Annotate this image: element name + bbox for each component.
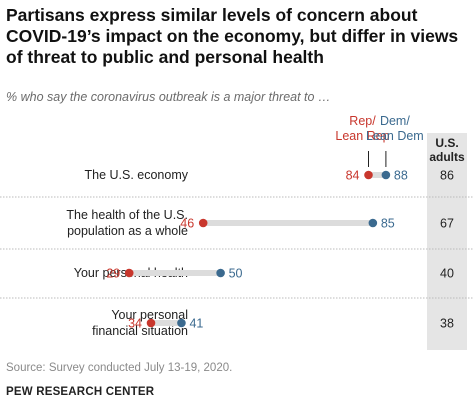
rep-dot [198,218,208,228]
category-label: financial situation [92,324,188,338]
organization-name: PEW RESEARCH CENTER [6,386,155,398]
legend-dem-label: Dem/ [380,114,410,128]
dem-value-label: 50 [229,267,243,281]
rep-dot [146,318,156,328]
dem-dot [368,218,378,228]
dem-dot [177,318,186,328]
category-label: The U.S. economy [84,168,188,182]
dem-value-label: 41 [189,317,203,331]
rep-dot [124,268,134,278]
rep-value-label: 29 [106,267,120,281]
us-adults-header: U.S. [435,136,458,150]
legend-dem-label: Lean Dem [366,129,424,143]
rep-value-label: 46 [180,217,194,231]
us-adults-column [427,133,467,350]
us-adults-header: adults [429,150,465,164]
us-adults-value: 86 [440,169,454,183]
rep-dot [364,170,373,180]
legend-rep-label: Lean Rep [335,129,389,143]
legend-rep-label: Rep/ [349,114,376,128]
dem-value-label: 88 [394,169,408,183]
dem-value-label: 85 [381,217,395,231]
category-label: The health of the U.S. [66,208,188,222]
source-note: Source: Survey conducted July 13-19, 202… [6,362,233,374]
us-adults-value: 40 [440,267,454,281]
chart-title: Partisans express similar levels of conc… [6,5,459,67]
rep-value-label: 34 [128,317,142,331]
chart-subtitle: % who say the coronavirus outbreak is a … [6,90,331,104]
us-adults-value: 67 [440,217,454,231]
dem-dot [381,170,391,180]
rep-value-label: 84 [346,169,360,183]
category-label: Your personal [111,308,188,322]
us-adults-value: 38 [440,317,454,331]
dem-dot [216,268,225,278]
category-label: population as a whole [67,224,188,238]
